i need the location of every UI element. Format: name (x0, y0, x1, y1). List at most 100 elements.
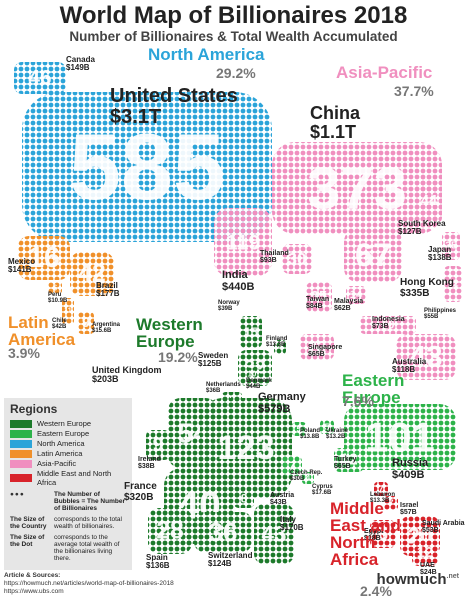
source-link[interactable]: https://www.ubs.com (4, 587, 64, 595)
country-label: Netherlands $36B (206, 382, 241, 395)
legend-label: North America (37, 439, 85, 448)
country-shape (194, 512, 252, 552)
country-label: Argentina $15.6B (92, 322, 120, 335)
country-name: Ukraine (326, 428, 349, 434)
country-wealth: $93B (260, 257, 277, 265)
country-name: Spain (146, 553, 168, 562)
country-wealth: $24B (420, 569, 437, 577)
bubble-count: 20 (381, 319, 395, 332)
subtitle: Number of Billionaires & Total Wealth Ac… (69, 29, 398, 44)
country-wealth: $65B (308, 351, 325, 359)
region-share: 3.9% (8, 345, 40, 361)
region-share: 2.4% (360, 583, 392, 599)
country-name: Saudi Arabia (422, 520, 465, 527)
bubble-count: 7 (288, 459, 295, 474)
country-wealth: $136B (146, 561, 170, 571)
country-wealth: $177B (96, 289, 120, 299)
country-label: India $440B (222, 269, 255, 293)
country-label: Czech Rep. $30B (290, 470, 322, 483)
legend-text: corresponds to the total wealth of billi… (54, 516, 122, 530)
bubble-count: 43 (409, 341, 442, 374)
bubble-count: 15 (244, 325, 258, 339)
country-shape (78, 312, 94, 334)
country-label: Philippines $55B (424, 308, 456, 321)
legend: Regions Western Europe Eastern Europe Nort… (4, 398, 132, 570)
country-wealth: $13.8B (300, 434, 320, 441)
country-name: United Kingdom (92, 365, 162, 375)
country-name: Chile (52, 318, 67, 324)
country-wealth: $440B (222, 280, 255, 293)
legend-item: Eastern Europe (10, 429, 126, 438)
country-name: Taiwan (306, 296, 330, 303)
country-name: Philippines (424, 308, 457, 314)
country-wealth: $141B (8, 265, 32, 275)
country-wealth: $30B (290, 476, 305, 483)
country-name: Turkey (334, 456, 357, 463)
country-shape (272, 142, 442, 234)
country-label: Thailand $93B (260, 250, 289, 265)
bubble-count: 5 (324, 422, 329, 432)
country-name: Lebanon (370, 492, 395, 498)
country-name: Czech Rep. (290, 470, 323, 476)
bubble-count: 119 (226, 230, 261, 255)
country-shape (306, 282, 332, 312)
country-shape (274, 340, 286, 354)
country-shape (320, 420, 334, 434)
sources-heading: Article & Sources: (4, 572, 61, 579)
country-label: Singapore $65B (308, 344, 342, 359)
country-name: Singapore (308, 344, 343, 351)
region-name: Western Europe (136, 315, 203, 351)
logo-suffix: .net (446, 573, 459, 580)
bubble-count: 12 (447, 279, 459, 290)
country-name: Italy (280, 515, 297, 524)
country-label: Sweden $125B (198, 351, 228, 369)
region-heading: North America 29.2% (148, 46, 348, 80)
legend-text: The Number of Bubbles = The Number of Bi… (54, 491, 125, 512)
country-name: Ireland (138, 456, 161, 463)
country-name: Israel (400, 502, 419, 509)
country-shape (148, 508, 192, 554)
country-wealth: $335B (400, 287, 430, 299)
bubble-count: 585 (69, 115, 225, 219)
country-label: Canada $149B (66, 55, 95, 73)
country-label: Turkey $65B (334, 456, 356, 471)
country-label: Brazil $177B (96, 281, 120, 299)
country-shape (146, 430, 170, 460)
region-name: Asia-Pacific (336, 63, 433, 82)
logo-text: howmuch (376, 571, 447, 588)
country-shape (22, 92, 272, 242)
bubble-count: 4 (277, 342, 283, 352)
country-name: Finland (266, 336, 288, 342)
bubble-count: 30 (288, 250, 307, 269)
country-label: United Kingdom $203B (92, 365, 162, 385)
country-shape (370, 520, 396, 548)
country-wealth: $127B (398, 227, 422, 237)
country-label: Indonesia $73B (372, 316, 405, 331)
country-name: Malaysia (334, 298, 364, 305)
source-link[interactable]: https://howmuch.net/articles/world-map-o… (4, 579, 174, 587)
bubble-count: 8 (241, 493, 248, 506)
bubble-count: 9 (153, 434, 164, 456)
country-name: Poland (300, 428, 321, 434)
country-label: Ireland $38B (138, 456, 161, 471)
legend-swatch (10, 439, 32, 448)
country-label: Austria $43B (270, 492, 294, 507)
sources: Article & Sources: https://howmuch.net/a… (4, 572, 174, 595)
legend-item: Middle East and North Africa (10, 469, 126, 487)
country-label: Germany $579B (258, 391, 306, 415)
country-wealth: $17.6B (312, 490, 332, 497)
legend-swatch (10, 419, 32, 428)
country-shape (416, 178, 442, 224)
country-wealth: $579B (258, 402, 291, 415)
bubble-count: 123 (217, 429, 274, 467)
region-heading: Western Europe 19.2% (136, 315, 246, 364)
country-label: Switzerland $124B (208, 551, 252, 569)
bubble-count: 7 (378, 484, 383, 494)
legend-item: North America (10, 439, 126, 448)
country-shape (292, 422, 306, 436)
country-shape (282, 456, 302, 476)
legend-item: Asia-Pacific (10, 459, 126, 468)
legend-label: Latin America (37, 449, 83, 458)
country-wealth: $36B (206, 388, 221, 395)
